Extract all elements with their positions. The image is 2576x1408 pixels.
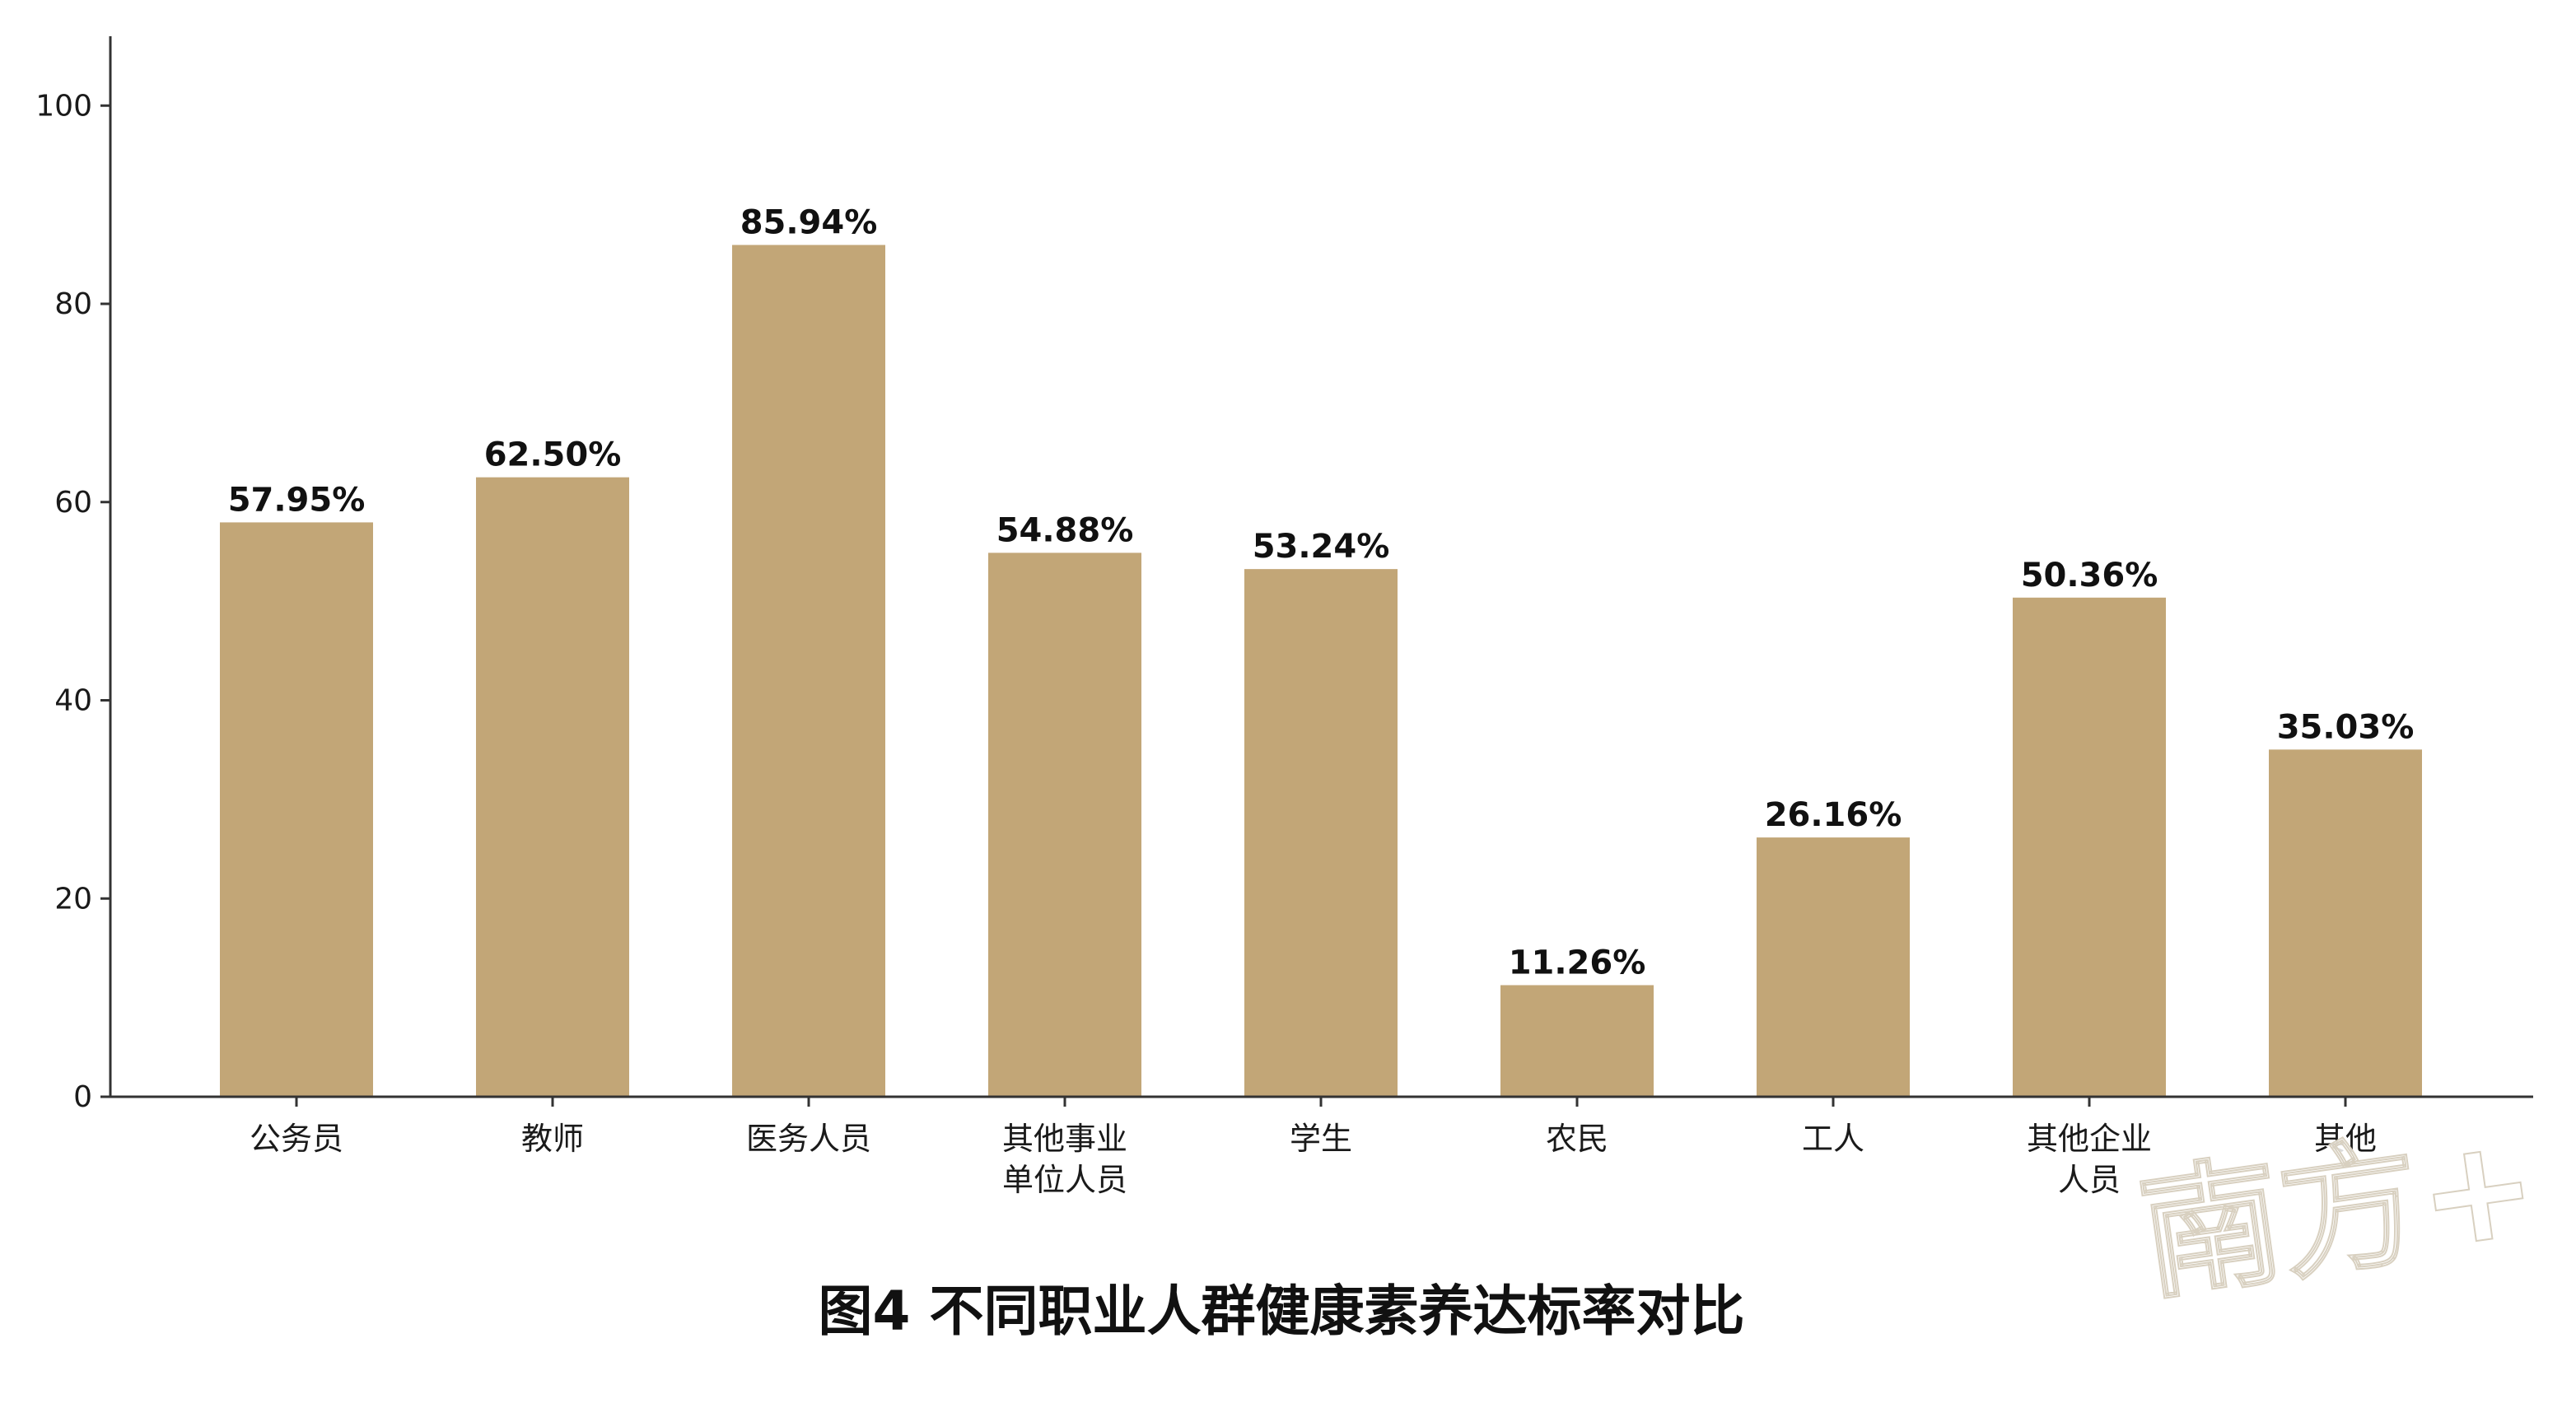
bars: 57.95% 62.50% 85.94% 54.88% 53.24% 11.26% 26.1… [220,204,2422,1097]
y-tick-label: 40 [54,684,92,718]
x-tick-label: 其他 [2314,1121,2377,1157]
y-tick-label: 60 [54,486,92,520]
bar-value-label: 57.95% [228,481,366,519]
y-tick-label: 0 [73,1080,92,1114]
x-tick-label: 单位人员 [1002,1162,1127,1198]
bar-value-label: 50.36% [2021,557,2158,594]
x-tick-label: 农民 [1546,1121,1608,1157]
bar [1757,837,1910,1097]
bar [220,522,373,1097]
x-tick-label: 其他企业 [2027,1121,2152,1157]
bar-value-label: 35.03% [2277,708,2415,746]
chart-title: 图4 不同职业人群健康素养达标率对比 [819,1280,1745,1343]
bar-value-label: 85.94% [740,204,878,242]
x-tick-label: 其他事业 [1002,1121,1127,1157]
y-tick-label: 100 [35,89,92,123]
x-tick-label: 教师 [521,1121,584,1157]
bar [476,477,629,1097]
bar [2013,597,2166,1097]
y-tick-label: 20 [54,882,92,916]
bar [1244,569,1398,1097]
bar [732,245,885,1097]
x-tick-label: 学生 [1290,1121,1352,1157]
bar-value-label: 62.50% [484,436,622,474]
y-tick-label: 80 [54,287,92,321]
x-tick-label: 医务人员 [746,1121,871,1157]
x-tick-label: 工人 [1802,1121,1864,1157]
x-tick-label: 公务员 [250,1121,343,1157]
bar-value-label: 26.16% [1765,796,1902,834]
y-axis: 0 20 40 60 80 100 [35,36,112,1114]
watermark-logo: 南方+ [2131,1103,2547,1320]
bar-value-label: 11.26% [1509,944,1646,981]
bar-value-label: 53.24% [1253,528,1390,566]
bar [2269,749,2422,1097]
bar [1500,985,1654,1097]
bar-value-label: 54.88% [996,511,1134,549]
x-tick-label: 人员 [2058,1162,2121,1198]
bar [988,552,1141,1097]
